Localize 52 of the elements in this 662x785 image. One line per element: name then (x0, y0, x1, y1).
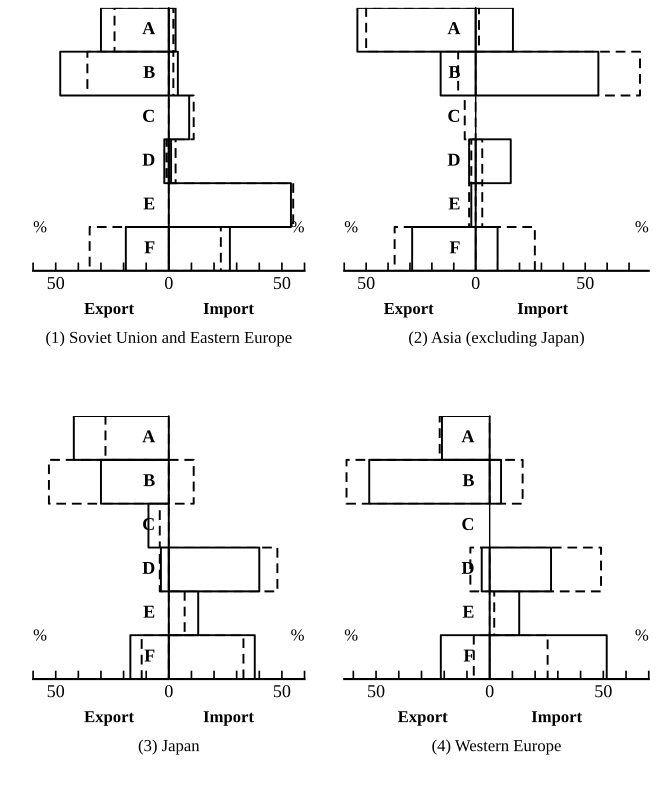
y-tick-label: D (142, 562, 154, 574)
text: (2) Asia (excluding Japan) (409, 331, 584, 346)
y-tick-label: F (144, 241, 154, 254)
annotation: % (344, 221, 358, 232)
y-tick-label: E (144, 198, 154, 210)
text: Import (204, 303, 254, 318)
text: Import (532, 711, 582, 726)
text: Export (84, 303, 134, 318)
x-tick-label: 50 (358, 276, 374, 290)
x-tick-label: 50 (274, 276, 290, 290)
text: (1) Soviet Union and Eastern Europe (46, 331, 292, 346)
annotation: % (34, 221, 46, 232)
y-tick-label: B (462, 474, 474, 486)
y-tick-label: B (143, 66, 155, 78)
x-tick-label: 50 (595, 685, 612, 698)
annotation: % (635, 221, 648, 232)
y-tick-label: C (143, 110, 154, 122)
x-tick-label: 50 (368, 685, 384, 698)
annotation: % (34, 629, 46, 641)
y-tick-label: E (462, 606, 474, 618)
text: (3) Japan (138, 740, 200, 755)
y-tick-label: B (143, 474, 155, 486)
annotation: % (291, 629, 304, 641)
x-tick-label: 0 (164, 685, 173, 698)
y-tick-label: A (462, 430, 474, 442)
y-tick-label: A (142, 430, 156, 442)
y-tick-label: F (450, 241, 460, 254)
x-tick-label: 0 (486, 685, 494, 698)
text: Import (204, 711, 254, 726)
y-tick-label: E (144, 606, 154, 618)
x-tick-label: 50 (274, 685, 290, 698)
x-tick-label: 50 (48, 276, 64, 290)
y-tick-label: C (448, 110, 460, 122)
y-tick-label: D (142, 154, 154, 166)
text: Export (84, 711, 134, 726)
annotation: % (635, 629, 648, 641)
y-tick-label: E (448, 198, 460, 210)
x-tick-label: 0 (472, 276, 480, 290)
y-tick-label: A (142, 22, 156, 34)
y-tick-label: C (462, 518, 474, 530)
text: Export (384, 303, 434, 318)
y-tick-label: A (448, 22, 460, 34)
annotation: % (291, 221, 304, 232)
text: Import (518, 303, 568, 318)
x-tick-label: 50 (48, 685, 64, 698)
x-tick-label: 0 (164, 276, 173, 290)
text: Export (398, 711, 448, 726)
x-tick-label: 50 (577, 276, 594, 290)
text: (4) Western Europe (432, 740, 561, 755)
annotation: % (344, 629, 358, 641)
y-tick-label: F (144, 650, 154, 662)
y-tick-label: D (448, 154, 460, 166)
